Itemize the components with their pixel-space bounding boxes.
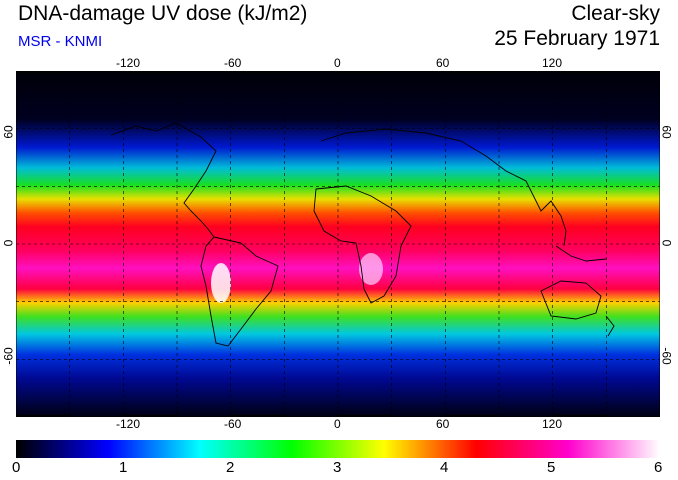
lat-tick-right: 60 <box>659 125 674 139</box>
colorbar-label: 4 <box>440 459 449 476</box>
colorbar-label: 5 <box>547 459 556 476</box>
lat-tick-left: -60 <box>1 347 16 365</box>
colorbar-label: 6 <box>654 459 663 476</box>
lat-tick-right: 0 <box>659 239 674 247</box>
lon-tick-top: 60 <box>436 56 450 70</box>
map-title: DNA-damage UV dose (kJ/m2) <box>18 2 308 25</box>
source-label: MSR - KNMI <box>18 33 103 50</box>
lat-tick-right: -60 <box>659 347 674 365</box>
coastline-overlay <box>110 122 615 347</box>
andes-high-dose <box>211 263 231 303</box>
colorbar-label: 1 <box>119 459 128 476</box>
date-label: 25 February 1971 <box>494 27 660 50</box>
lon-tick-top: 120 <box>542 56 563 70</box>
graticule <box>16 71 660 417</box>
africa-high-dose <box>359 253 383 285</box>
lon-tick-bottom: 120 <box>542 417 563 431</box>
lon-tick-bottom: 60 <box>436 417 450 431</box>
colorbar-label: 3 <box>333 459 342 476</box>
sky-condition-label: Clear-sky <box>571 2 660 25</box>
lon-tick-bottom: -60 <box>224 417 242 431</box>
colorbar-label: 2 <box>226 459 235 476</box>
uv-dose-world-map <box>16 71 660 417</box>
lat-tick-left: 0 <box>1 239 16 247</box>
uv-dose-colorbar <box>16 440 660 458</box>
lon-tick-top: -120 <box>116 56 141 70</box>
lon-tick-top: 0 <box>334 56 341 70</box>
lon-tick-top: -60 <box>224 56 242 70</box>
colorbar-label: 0 <box>12 459 21 476</box>
lat-tick-left: 60 <box>1 125 16 139</box>
frame-scale-bars <box>16 71 607 417</box>
lon-tick-bottom: -120 <box>116 417 141 431</box>
lon-tick-bottom: 0 <box>334 417 341 431</box>
